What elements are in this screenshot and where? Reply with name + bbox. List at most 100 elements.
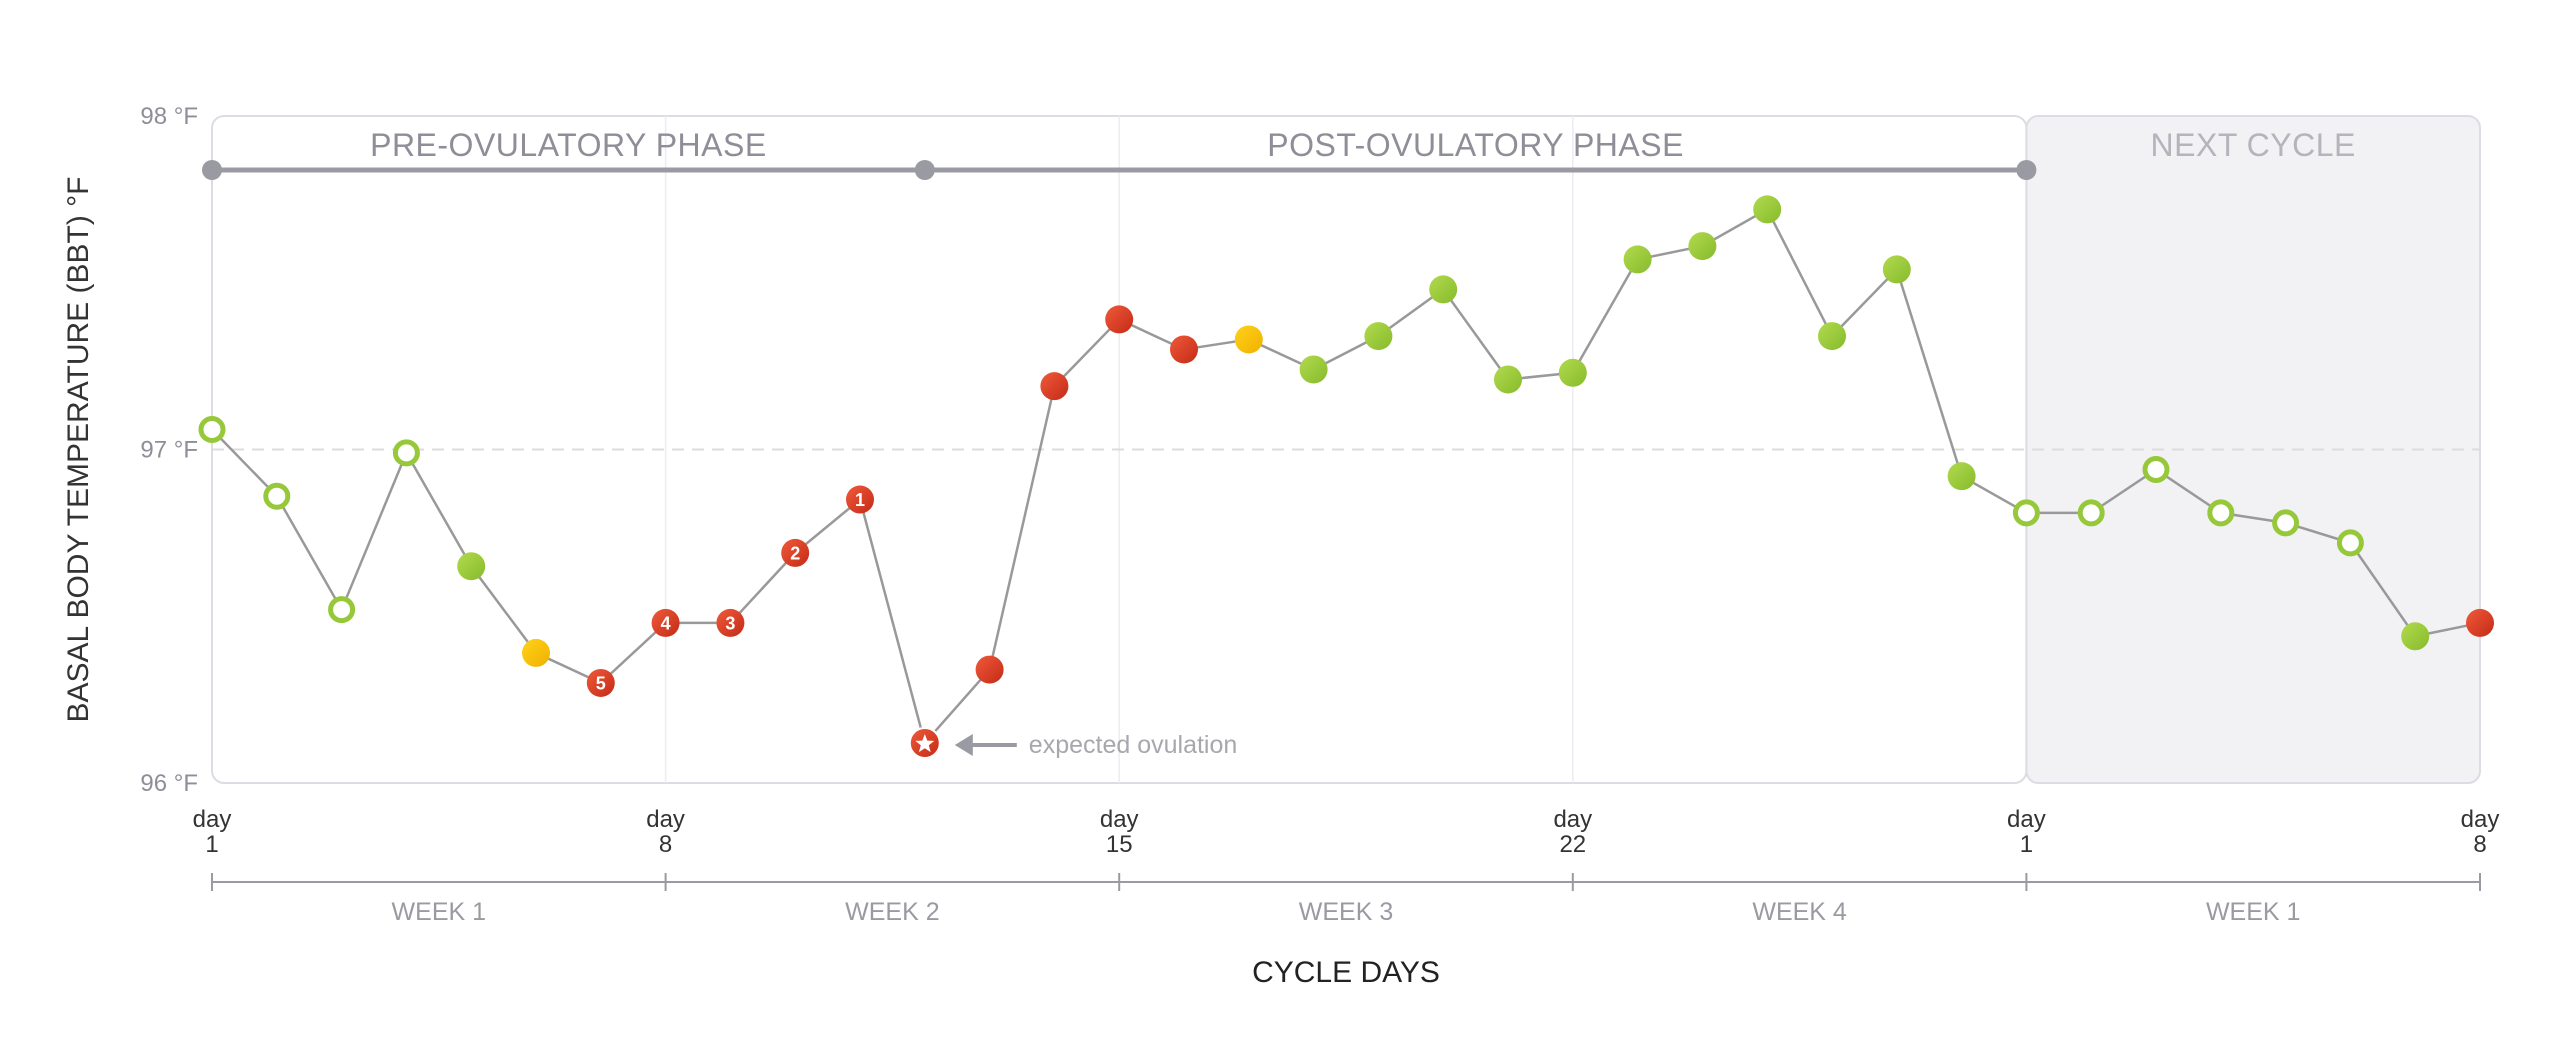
y-tick-label: 97 °F [140, 437, 198, 464]
red-marker [975, 655, 1004, 684]
point-number-label: 5 [596, 673, 606, 693]
red-marker [1105, 305, 1134, 334]
ring-marker [198, 415, 226, 443]
ring-marker [2012, 499, 2040, 527]
data-point [1299, 355, 1328, 384]
x-tick-label: day [193, 806, 232, 833]
next-cycle-label: NEXT CYCLE [2151, 127, 2356, 163]
data-point [1558, 358, 1587, 387]
star-icon [915, 734, 935, 753]
green-marker [1818, 322, 1846, 351]
ring-marker [263, 482, 291, 510]
week-label: WEEK 1 [2206, 898, 2300, 926]
x-tick-label: 1 [2020, 831, 2033, 858]
x-tick-label: 8 [2473, 831, 2486, 858]
data-point [1170, 335, 1198, 364]
data-point: 1 [846, 485, 874, 514]
data-point [457, 552, 486, 581]
data-point [522, 638, 550, 667]
data-point [1818, 322, 1846, 351]
green-marker [1299, 355, 1328, 384]
red-marker [651, 608, 680, 637]
phase-boundary-dot [202, 160, 222, 180]
green-marker [1429, 275, 1458, 304]
data-point: 5 [586, 668, 615, 697]
data-point [2077, 499, 2105, 527]
data-point [1364, 322, 1393, 351]
green-marker [1753, 195, 1782, 224]
data-point [2336, 529, 2364, 557]
week-label: WEEK 1 [392, 898, 486, 926]
green-marker [1688, 232, 1717, 261]
green-marker [1494, 365, 1522, 394]
ring-marker [392, 439, 420, 467]
ring-marker [2207, 499, 2235, 527]
yellow-marker [1234, 325, 1263, 354]
phase-bars: PRE-OVULATORY PHASE POST-OVULATORY PHASE [202, 127, 2037, 180]
data-point [1234, 325, 1263, 354]
red-marker [2466, 608, 2494, 637]
x-axis-title: CYCLE DAYS [1252, 956, 1440, 989]
week-label: WEEK 2 [845, 898, 939, 926]
x-tick-label: day [2007, 806, 2046, 833]
phase-boundary-dot [914, 160, 935, 180]
data-point [908, 726, 941, 759]
x-tick-label: day [646, 806, 685, 833]
yellow-marker [522, 638, 550, 667]
red-marker [586, 668, 615, 697]
ovulation-annotation: expected ovulation [954, 731, 1237, 759]
data-point [2012, 499, 2040, 527]
phase-label: POST-OVULATORY PHASE [1267, 127, 1684, 163]
y-axis-ticks: 96 °F 97 °F 98 °F [140, 103, 198, 797]
x-tick-label: 15 [1106, 831, 1133, 858]
green-marker [2401, 622, 2430, 651]
data-point: 2 [781, 538, 810, 567]
week-label: WEEK 3 [1299, 898, 1393, 926]
red-marker [781, 538, 810, 567]
data-point [975, 655, 1004, 684]
data-point [1623, 245, 1652, 274]
y-axis-title: BASAL BODY TEMPERATURE (BBT) °F [62, 177, 95, 723]
data-point [1105, 305, 1134, 334]
data-point [392, 439, 420, 467]
data-point [1494, 365, 1522, 394]
green-marker [1882, 255, 1911, 284]
week-label: WEEK 4 [1752, 898, 1847, 926]
data-point [328, 596, 356, 624]
data-point [2272, 509, 2300, 537]
y-tick-label: 96 °F [140, 770, 198, 797]
data-point [1753, 195, 1782, 224]
data-point [2401, 622, 2430, 651]
data-point [1040, 372, 1069, 401]
green-marker [1558, 358, 1587, 387]
data-point [2207, 499, 2235, 527]
data-point [1688, 232, 1717, 261]
data-point [1429, 275, 1458, 304]
data-point [2466, 608, 2494, 637]
week-axis: WEEK 1 WEEK 2 WEEK 3 WEEK 4 WEEK 1 [211, 873, 2481, 926]
x-tick-label: 1 [205, 831, 218, 858]
green-marker [457, 552, 486, 581]
phase-boundary-dot [2016, 160, 2037, 180]
data-point [263, 482, 291, 510]
x-tick-label: day [2461, 806, 2500, 833]
data-point: 4 [651, 608, 680, 637]
data-point [198, 415, 226, 443]
ring-marker [2272, 509, 2300, 537]
phase-label: PRE-OVULATORY PHASE [370, 127, 767, 163]
green-marker [1364, 322, 1393, 351]
data-points: 5 4 3 2 1 [198, 195, 2494, 759]
point-number-label: 1 [855, 490, 865, 510]
red-marker [1040, 372, 1069, 401]
annotation-arrow-head [954, 733, 973, 756]
x-tick-label: 22 [1559, 831, 1586, 858]
y-tick-label: 98 °F [140, 103, 198, 130]
ring-marker [2142, 456, 2170, 484]
ring-marker [328, 596, 356, 624]
point-number-label: 3 [725, 613, 735, 633]
x-tick-label: 8 [659, 831, 672, 858]
data-point [1882, 255, 1911, 284]
red-marker [1170, 335, 1198, 364]
